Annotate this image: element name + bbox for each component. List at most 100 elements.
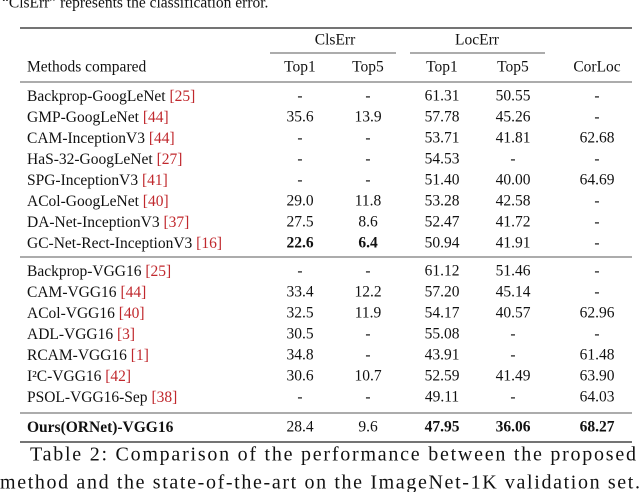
cell: - [297,88,302,105]
cell: 42.58 [496,193,531,210]
method: Backprop-GoogLeNet [27,88,166,105]
cell: 51.40 [425,172,460,189]
method-name: I²C-VGG16 [42] [27,368,131,385]
cell: - [297,130,302,147]
method: Backprop-VGG16 [27,263,142,280]
caption: Table 2: Comparison of the performance b… [30,444,636,466]
cell: - [297,151,302,168]
method: ACol-GoogLeNet [27,193,140,210]
cell: - [297,172,302,189]
citation: [40] [119,305,145,322]
method-name: Ours(ORNet)-VGG16 [27,419,174,436]
cell: 11.9 [355,305,382,322]
cell: - [594,235,599,252]
method-name: HaS-32-GoogLeNet [27] [27,151,182,168]
cell: 43.91 [425,347,460,364]
cell: - [594,88,599,105]
cell: - [594,284,599,301]
cell: 8.6 [358,214,378,231]
cell: 51.46 [496,263,531,280]
cell: 9.6 [358,419,378,436]
cell: 40.00 [496,172,531,189]
cell: - [510,347,515,364]
cell: 49.11 [425,389,459,406]
group-header: LocErr [455,32,500,49]
cell: 28.4 [286,419,313,436]
cell: - [510,326,515,343]
cell: 12.2 [354,284,381,301]
cell: 35.6 [286,109,313,126]
cell: 30.5 [286,326,313,343]
cell: 34.8 [286,347,313,364]
cell: 41.49 [496,368,531,385]
cell: 45.26 [496,109,531,126]
cell: 64.69 [580,172,615,189]
cell: - [365,172,370,189]
cell: - [365,88,370,105]
cell: 13.9 [354,109,381,126]
column-header: CorLoc [573,59,620,76]
citation: [38] [151,389,177,406]
method-name: DA-Net-InceptionV3 [37] [27,214,189,231]
cell: 32.5 [286,305,313,322]
cell: - [365,389,370,406]
cell: 57.20 [425,284,460,301]
column-header: Top1 [426,59,458,76]
citation: [3] [117,326,135,343]
method: ACol-VGG16 [27,305,115,322]
cell: - [510,151,515,168]
cell: - [594,151,599,168]
cell: 30.6 [286,368,313,385]
citation: [16] [196,235,222,252]
method-name: Backprop-VGG16 [25] [27,263,171,280]
cell: - [365,151,370,168]
cell: 50.94 [425,235,460,252]
cell: - [594,109,599,126]
method-name: ACol-VGG16 [40] [27,305,145,322]
cell: 50.55 [496,88,531,105]
method-name: Backprop-GoogLeNet [25] [27,88,195,105]
method-name: ADL-VGG16 [3] [27,326,135,343]
cell: - [365,347,370,364]
cell: - [510,389,515,406]
cell: 33.4 [286,284,313,301]
cell: 64.03 [580,389,615,406]
citation: [42] [105,368,131,385]
column-header: Top5 [497,59,529,76]
method-name: GC-Net-Rect-InceptionV3 [16] [27,235,222,252]
cell: 11.8 [355,193,382,210]
cell: - [594,193,599,210]
column-header: Methods compared [27,59,146,76]
citation: [41] [142,172,168,189]
cell: 61.12 [425,263,460,280]
cell: 41.91 [496,235,531,252]
cell: 54.17 [425,305,460,322]
citation: [25] [145,263,171,280]
cell: 63.90 [580,368,615,385]
method: CAM-VGG16 [27,284,117,301]
cell: 62.96 [580,305,615,322]
cell: 40.57 [496,305,531,322]
cell: 61.31 [425,88,460,105]
method-name: ACol-GoogLeNet [40] [27,193,169,210]
cell: - [297,389,302,406]
cell: - [594,326,599,343]
method: ADL-VGG16 [27,326,113,343]
method: SPG-InceptionV3 [27,172,138,189]
intro-text: “ClsErr” represents the classification e… [2,0,268,12]
column-header: Top5 [352,59,384,76]
cell: 53.71 [425,130,460,147]
group-header: ClsErr [315,32,356,49]
method-name: CAM-VGG16 [44] [27,284,146,301]
citation: [44] [149,130,175,147]
method: DA-Net-InceptionV3 [27,214,160,231]
cell: 54.53 [425,151,460,168]
cell: - [365,130,370,147]
method: GMP-GoogLeNet [27,109,140,126]
cell: 41.72 [496,214,531,231]
cell: 53.28 [425,193,460,210]
method-name: RCAM-VGG16 [1] [27,347,149,364]
cell: 52.47 [425,214,460,231]
cell: 10.7 [354,368,381,385]
